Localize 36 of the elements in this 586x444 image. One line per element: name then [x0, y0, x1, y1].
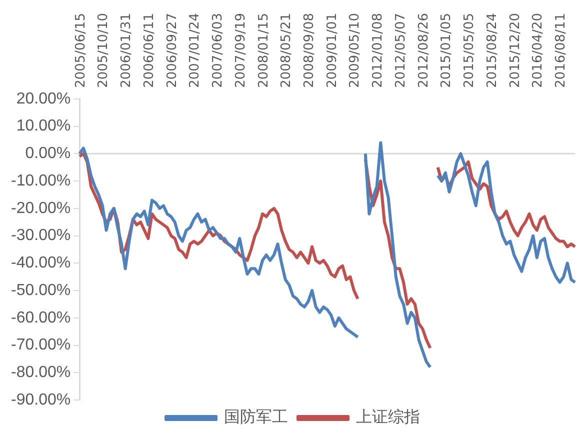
x-tick-label: 2007/09/19 — [233, 12, 248, 88]
y-tick-label: -30.00% — [11, 227, 71, 244]
y-tick-label: -10.00% — [11, 172, 71, 190]
x-tick-label: 2006/01/31 — [119, 12, 134, 88]
x-tick-label: 2005/06/15 — [73, 12, 88, 88]
x-tick-label: 2015/05/05 — [462, 12, 478, 88]
x-tick-label: 2016/04/20 — [530, 12, 546, 88]
x-tick-label: 2009/05/10 — [348, 12, 363, 88]
y-tick-label: -80.00% — [11, 364, 71, 382]
y-tick-label: 10.00% — [16, 118, 71, 135]
x-tick-label: 2015/12/20 — [508, 12, 523, 88]
y-tick-label: -50.00% — [11, 282, 71, 299]
y-tick-label: -60.00% — [11, 309, 71, 326]
x-tick-label: 2008/01/15 — [256, 12, 272, 88]
y-tick-label: -90.00% — [11, 391, 71, 408]
legend-label: 国防军工 — [224, 407, 288, 426]
x-tick-label: 2012/01/08 — [370, 12, 386, 88]
x-tick-label: 2012/05/07 — [393, 12, 408, 88]
x-tick-label: 2009/01/01 — [324, 12, 340, 88]
x-tick-label: 2007/06/03 — [210, 12, 226, 88]
x-tick-label: 2006/09/27 — [164, 12, 180, 88]
legend-label: 上证综指 — [356, 407, 420, 426]
x-tick-label: 2005/10/10 — [96, 12, 112, 88]
y-tick-label: -40.00% — [11, 254, 71, 272]
y-tick-label: 0.00% — [25, 145, 71, 162]
x-tick-label: 2015/08/24 — [484, 12, 500, 88]
x-tick-label: 2015/01/05 — [439, 12, 454, 88]
y-tick-label: -70.00% — [11, 336, 71, 354]
x-tick-label: 2008/09/08 — [302, 12, 318, 88]
x-tick-label: 2006/06/11 — [142, 12, 157, 88]
x-tick-label: 2012/08/26 — [416, 12, 432, 88]
x-tick-label: 2008/05/21 — [279, 12, 294, 88]
y-tick-label: 20.00% — [16, 90, 71, 108]
x-tick-label: 2007/01/24 — [188, 12, 203, 88]
x-tick-label: 2016/08/11 — [554, 12, 569, 88]
y-tick-label: -20.00% — [11, 200, 71, 217]
